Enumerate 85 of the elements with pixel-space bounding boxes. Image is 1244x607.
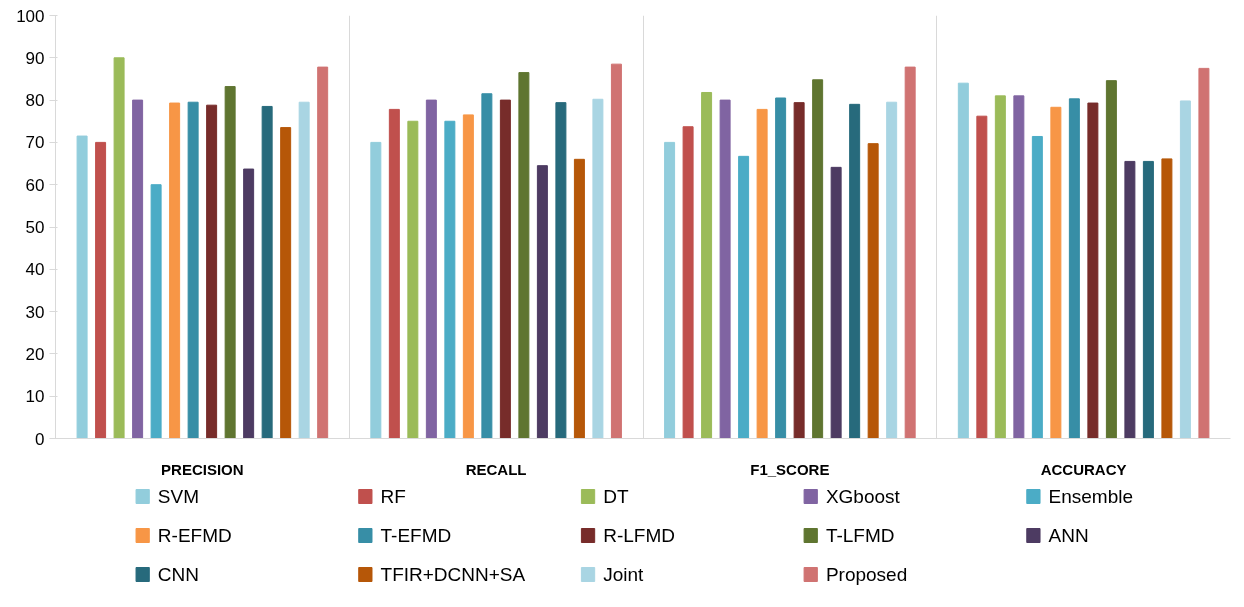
- bar: [169, 102, 181, 439]
- y-tick-label: 0: [35, 429, 45, 449]
- bar: [206, 104, 218, 439]
- y-tick-label: 40: [25, 260, 45, 280]
- bar: [187, 101, 199, 439]
- bar: [592, 98, 604, 439]
- bar: [610, 63, 622, 439]
- legend-label: DT: [603, 486, 629, 507]
- bar: [849, 103, 861, 439]
- bar: [1179, 100, 1191, 439]
- bar: [555, 102, 567, 439]
- bar: [957, 82, 969, 439]
- bar: [444, 120, 456, 439]
- bar: [830, 166, 842, 439]
- bar: [1142, 160, 1154, 439]
- bar: [462, 114, 474, 439]
- bar: [113, 57, 125, 439]
- bar: [499, 99, 511, 439]
- bar: [812, 79, 824, 439]
- legend-label: T-LFMD: [825, 525, 895, 546]
- y-tick-label: 30: [25, 302, 45, 322]
- legend-label: Proposed: [825, 564, 908, 585]
- y-tick-label: 10: [25, 387, 45, 407]
- bar: [664, 141, 676, 439]
- bar: [224, 86, 236, 439]
- bar: [994, 95, 1006, 439]
- bar: [793, 102, 805, 439]
- bar: [536, 165, 548, 439]
- bar: [1031, 135, 1043, 439]
- legend-label: Ensemble: [1048, 486, 1134, 507]
- bar: [1161, 158, 1173, 439]
- bar: [1105, 80, 1117, 439]
- legend-label: SVM: [157, 486, 200, 507]
- bar: [132, 99, 144, 439]
- bar: [1013, 95, 1025, 439]
- x-tick-label: F1_SCORE: [750, 460, 830, 478]
- bar: [481, 93, 493, 439]
- y-tick-label: 20: [25, 344, 45, 364]
- bar: [867, 143, 879, 439]
- bar: [388, 108, 400, 439]
- x-tick-label: ACCURACY: [1040, 460, 1127, 478]
- legend-label: T-EFMD: [380, 525, 452, 546]
- legend-label: ANN: [1048, 525, 1089, 546]
- y-tick-label: 50: [25, 218, 45, 237]
- bar: [1198, 67, 1210, 439]
- bar: [280, 127, 292, 439]
- x-tick-label: RECALL: [465, 460, 527, 478]
- bar: [150, 184, 162, 439]
- bar: [425, 99, 437, 439]
- y-tick-label: 60: [25, 175, 45, 195]
- bar: [317, 66, 329, 439]
- legend-label: R-EFMD: [157, 525, 232, 546]
- bar: [904, 66, 916, 439]
- bar: [261, 105, 273, 439]
- legend-label: CNN: [157, 564, 200, 585]
- y-tick-label: 70: [25, 133, 45, 153]
- bar: [756, 108, 768, 439]
- bar: [719, 99, 731, 439]
- bar: [1050, 106, 1062, 439]
- legend-label: TFIR+DCNN+SA: [380, 564, 526, 585]
- bar: [298, 101, 310, 439]
- bar: [976, 115, 988, 439]
- y-tick-label: 90: [25, 48, 45, 68]
- bar: [701, 91, 713, 439]
- bar: [1124, 160, 1136, 439]
- bar: [738, 155, 750, 439]
- legend-label: R-LFMD: [603, 525, 675, 546]
- bar: [243, 168, 255, 439]
- bar: [76, 135, 88, 439]
- legend-label: RF: [380, 486, 406, 507]
- legend-label: XGboost: [825, 486, 901, 507]
- bar: [1087, 102, 1099, 439]
- bar: [682, 126, 694, 439]
- bar: [886, 101, 898, 439]
- bar: [407, 120, 419, 439]
- y-tick-label: 100: [16, 6, 45, 26]
- bar: [370, 141, 382, 439]
- bar: [1068, 98, 1080, 439]
- bar: [573, 158, 585, 439]
- bar: [518, 72, 530, 439]
- bar: [775, 97, 787, 439]
- x-tick-label: PRECISION: [161, 460, 244, 478]
- bar: [95, 141, 107, 439]
- y-tick-label: 80: [25, 91, 45, 111]
- legend-label: Joint: [603, 564, 645, 585]
